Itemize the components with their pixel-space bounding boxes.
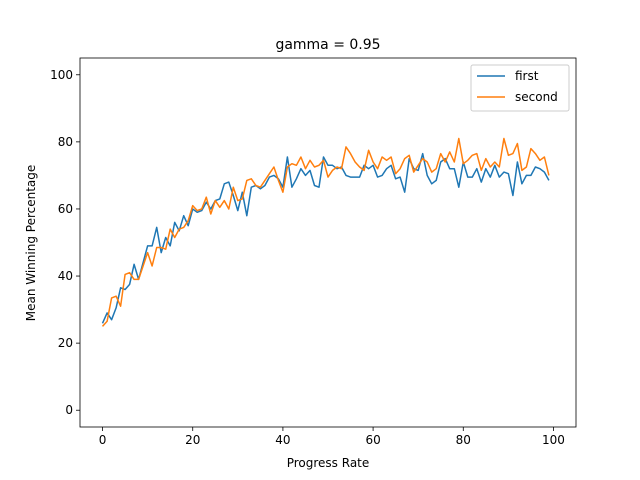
y-tick-label: 40 — [58, 269, 73, 283]
y-tick-label: 20 — [58, 336, 73, 350]
x-tick-label: 40 — [275, 433, 290, 447]
series-layer — [101, 137, 550, 327]
series-line-second — [101, 137, 550, 327]
axes: 0 20 40 60 80 100 0 20 40 60 80 100 — [50, 57, 577, 447]
legend-label-second: second — [515, 90, 558, 104]
x-tick-label: 0 — [99, 433, 107, 447]
x-tick-label: 100 — [542, 433, 565, 447]
y-tick-label: 0 — [65, 403, 73, 417]
plot-frame — [79, 57, 577, 428]
x-tick-label: 60 — [365, 433, 380, 447]
y-tick-label: 60 — [58, 202, 73, 216]
y-axis-title: Mean Winning Percentage — [24, 165, 38, 322]
x-tick-label: 80 — [456, 433, 471, 447]
y-tick-label: 80 — [58, 135, 73, 149]
x-tick-label: 20 — [185, 433, 200, 447]
x-axis-title: Progress Rate — [287, 456, 370, 470]
series-line-first — [101, 152, 550, 324]
legend: first second — [470, 64, 570, 112]
y-tick-label: 100 — [50, 68, 73, 82]
legend-label-first: first — [515, 69, 539, 83]
chart-title: gamma = 0.95 — [275, 37, 380, 53]
